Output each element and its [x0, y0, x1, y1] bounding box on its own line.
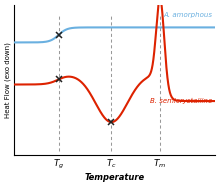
X-axis label: Temperature: Temperature — [84, 173, 145, 182]
Y-axis label: Heat Flow (exo down): Heat Flow (exo down) — [5, 42, 11, 118]
Text: B. semicrystalline: B. semicrystalline — [150, 98, 212, 104]
Text: A. amorphous: A. amorphous — [163, 12, 212, 18]
